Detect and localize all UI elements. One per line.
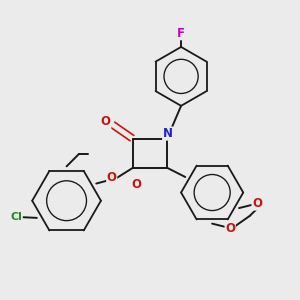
Text: Cl: Cl: [10, 212, 22, 222]
Text: O: O: [107, 171, 117, 184]
Text: N: N: [163, 127, 173, 140]
Text: O: O: [101, 115, 111, 128]
Text: F: F: [177, 27, 185, 40]
Text: O: O: [225, 222, 235, 235]
Text: O: O: [131, 178, 141, 190]
Text: O: O: [252, 197, 262, 210]
